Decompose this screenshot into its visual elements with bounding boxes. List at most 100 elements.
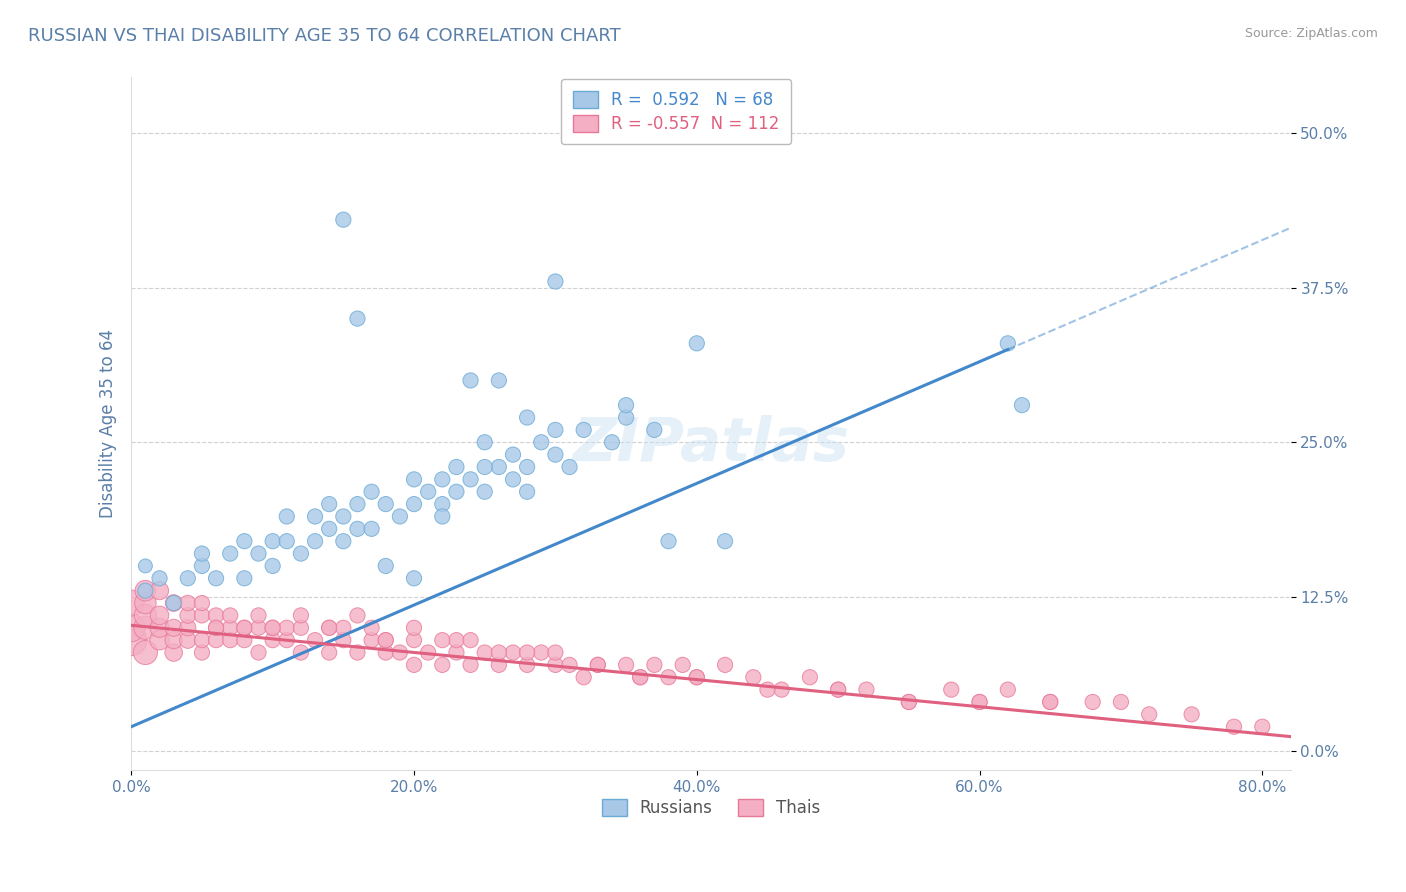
Point xyxy=(219,633,242,648)
Point xyxy=(205,633,228,648)
Point xyxy=(205,608,228,623)
Point xyxy=(530,435,553,450)
Point xyxy=(460,633,482,648)
Point xyxy=(402,621,425,635)
Point xyxy=(502,448,524,462)
Point xyxy=(544,423,567,437)
Point xyxy=(360,633,382,648)
Point xyxy=(205,621,228,635)
Point xyxy=(756,682,779,697)
Point xyxy=(290,621,312,635)
Point xyxy=(714,534,737,549)
Point xyxy=(148,621,170,635)
Point xyxy=(558,460,581,475)
Text: RUSSIAN VS THAI DISABILITY AGE 35 TO 64 CORRELATION CHART: RUSSIAN VS THAI DISABILITY AGE 35 TO 64 … xyxy=(28,27,621,45)
Point xyxy=(276,621,298,635)
Point xyxy=(474,484,496,499)
Point xyxy=(897,695,920,709)
Point xyxy=(148,571,170,585)
Point xyxy=(177,596,200,610)
Point xyxy=(374,646,396,660)
Point xyxy=(460,657,482,672)
Point xyxy=(374,633,396,648)
Point xyxy=(474,460,496,475)
Point xyxy=(643,657,665,672)
Point xyxy=(446,633,468,648)
Point xyxy=(290,547,312,561)
Y-axis label: Disability Age 35 to 64: Disability Age 35 to 64 xyxy=(100,329,117,518)
Point xyxy=(148,583,170,598)
Point xyxy=(1109,695,1132,709)
Point xyxy=(1223,720,1246,734)
Point xyxy=(544,657,567,672)
Point xyxy=(600,435,623,450)
Point xyxy=(148,608,170,623)
Point xyxy=(360,522,382,536)
Point xyxy=(628,670,651,684)
Point xyxy=(460,472,482,486)
Point xyxy=(247,608,270,623)
Point xyxy=(134,608,156,623)
Point xyxy=(374,633,396,648)
Point xyxy=(614,410,637,425)
Point xyxy=(742,670,765,684)
Point xyxy=(205,571,228,585)
Point xyxy=(446,646,468,660)
Point xyxy=(332,534,354,549)
Text: ZIPatlas: ZIPatlas xyxy=(572,415,849,474)
Point xyxy=(247,547,270,561)
Point xyxy=(332,621,354,635)
Point xyxy=(163,596,186,610)
Point xyxy=(219,621,242,635)
Point xyxy=(657,534,679,549)
Point xyxy=(177,633,200,648)
Point xyxy=(488,460,510,475)
Point xyxy=(262,621,284,635)
Point xyxy=(290,646,312,660)
Point xyxy=(402,657,425,672)
Point xyxy=(120,633,142,648)
Point xyxy=(304,534,326,549)
Point xyxy=(332,212,354,227)
Point xyxy=(432,497,454,511)
Point xyxy=(516,657,538,672)
Point xyxy=(460,373,482,387)
Point xyxy=(177,621,200,635)
Point xyxy=(586,657,609,672)
Point xyxy=(134,583,156,598)
Point xyxy=(262,633,284,648)
Point xyxy=(163,646,186,660)
Legend: Russians, Thais: Russians, Thais xyxy=(595,792,827,824)
Point xyxy=(346,311,368,326)
Point xyxy=(516,410,538,425)
Point xyxy=(134,621,156,635)
Point xyxy=(516,646,538,660)
Point xyxy=(318,621,340,635)
Point xyxy=(827,682,849,697)
Point xyxy=(474,646,496,660)
Point xyxy=(1039,695,1062,709)
Point xyxy=(544,448,567,462)
Point xyxy=(969,695,991,709)
Point xyxy=(120,621,142,635)
Point xyxy=(544,275,567,289)
Point xyxy=(432,657,454,672)
Point xyxy=(262,558,284,573)
Point xyxy=(402,497,425,511)
Point xyxy=(714,657,737,672)
Point xyxy=(177,571,200,585)
Point xyxy=(233,621,256,635)
Point xyxy=(488,657,510,672)
Point xyxy=(997,682,1019,697)
Point xyxy=(332,509,354,524)
Point xyxy=(276,633,298,648)
Point xyxy=(418,646,440,660)
Point xyxy=(686,670,709,684)
Point xyxy=(530,646,553,660)
Point xyxy=(969,695,991,709)
Point xyxy=(432,472,454,486)
Point xyxy=(686,670,709,684)
Point xyxy=(827,682,849,697)
Point xyxy=(516,484,538,499)
Point xyxy=(247,646,270,660)
